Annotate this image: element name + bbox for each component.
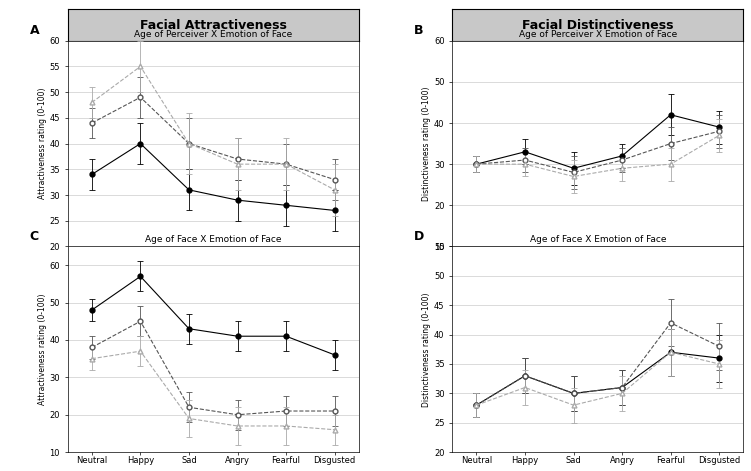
- Title: Age of Perceiver X Emotion of Face: Age of Perceiver X Emotion of Face: [134, 30, 292, 39]
- Legend: Young P, Middle-Aged P, Older P: Young P, Middle-Aged P, Older P: [127, 295, 300, 307]
- Y-axis label: Distinctiveness rating (0-100): Distinctiveness rating (0-100): [422, 292, 431, 406]
- Text: Facial Attractiveness: Facial Attractiveness: [140, 18, 287, 32]
- Y-axis label: Attractiveness rating (0-100): Attractiveness rating (0-100): [38, 88, 47, 199]
- Title: Age of Face X Emotion of Face: Age of Face X Emotion of Face: [145, 236, 282, 244]
- Text: Facial Distinctiveness: Facial Distinctiveness: [522, 18, 674, 32]
- Text: A: A: [30, 24, 39, 37]
- Y-axis label: Distinctiveness rating (0-100): Distinctiveness rating (0-100): [422, 86, 431, 201]
- Legend: Young P, Middle-Aged P, Older P: Young P, Middle-Aged P, Older P: [511, 295, 684, 307]
- Text: B: B: [415, 24, 424, 37]
- Title: Age of Face X Emotion of Face: Age of Face X Emotion of Face: [529, 236, 666, 244]
- Title: Age of Perceiver X Emotion of Face: Age of Perceiver X Emotion of Face: [519, 30, 677, 39]
- Y-axis label: Attractiveness rating (0-100): Attractiveness rating (0-100): [38, 293, 47, 405]
- Text: D: D: [415, 230, 424, 243]
- Text: C: C: [30, 230, 39, 243]
